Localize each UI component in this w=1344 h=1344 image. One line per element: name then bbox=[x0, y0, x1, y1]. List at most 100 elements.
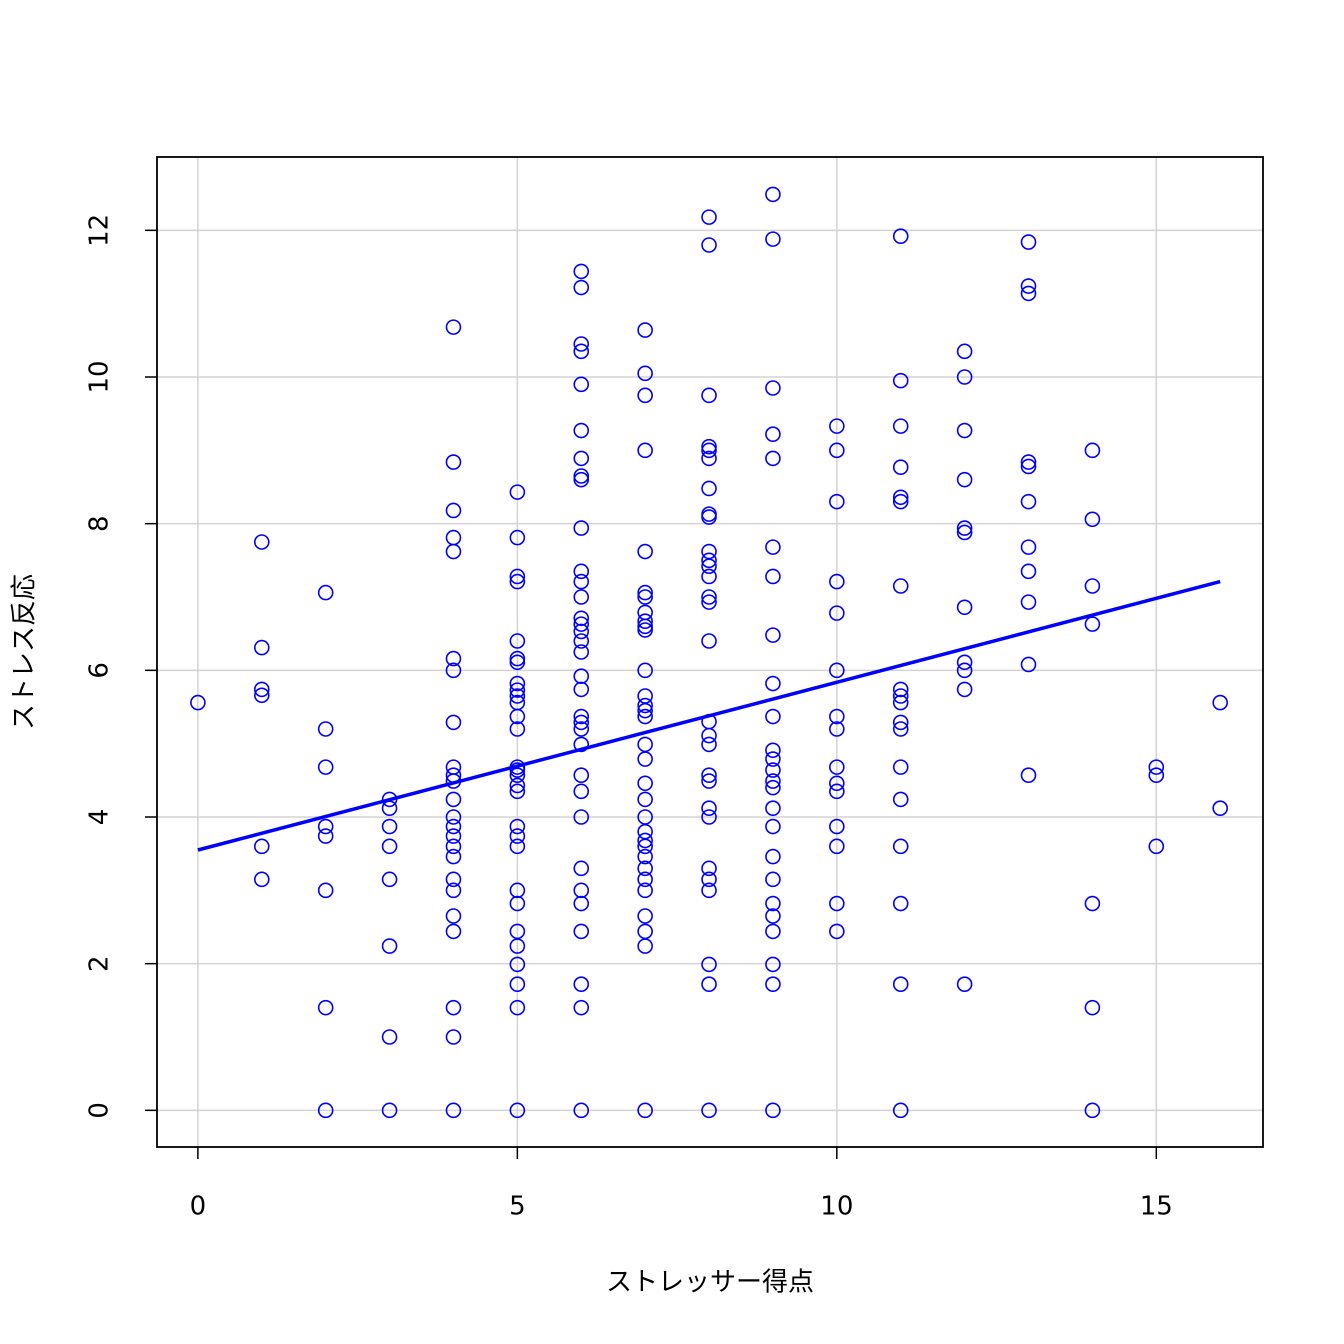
point bbox=[765, 871, 781, 888]
point bbox=[765, 956, 781, 973]
point bbox=[892, 721, 909, 737]
point bbox=[573, 468, 590, 484]
point bbox=[445, 818, 462, 835]
point bbox=[573, 450, 590, 467]
point bbox=[701, 558, 717, 575]
point bbox=[829, 783, 845, 800]
point bbox=[445, 871, 462, 888]
point bbox=[829, 838, 845, 855]
point bbox=[509, 956, 526, 973]
y-tick-label: 4 bbox=[85, 809, 115, 826]
point bbox=[765, 380, 781, 396]
point bbox=[445, 882, 462, 899]
point bbox=[637, 662, 653, 679]
point bbox=[765, 627, 781, 643]
point bbox=[956, 520, 973, 536]
point bbox=[701, 589, 717, 605]
x-tick-label: 0 bbox=[190, 1192, 207, 1222]
point bbox=[701, 882, 717, 899]
point bbox=[637, 882, 653, 899]
point bbox=[701, 736, 717, 753]
point bbox=[637, 848, 653, 865]
point bbox=[445, 923, 462, 940]
point bbox=[445, 848, 462, 865]
point bbox=[956, 976, 973, 993]
point bbox=[892, 759, 909, 775]
point bbox=[509, 777, 526, 794]
point bbox=[509, 818, 526, 835]
x-tick-label: 10 bbox=[820, 1192, 853, 1222]
point bbox=[701, 450, 717, 467]
point bbox=[573, 633, 590, 649]
point bbox=[253, 687, 270, 704]
point bbox=[1084, 616, 1101, 632]
point bbox=[701, 438, 717, 455]
point bbox=[701, 237, 717, 253]
point bbox=[765, 708, 781, 725]
point bbox=[573, 923, 590, 940]
point bbox=[829, 605, 845, 621]
point bbox=[701, 727, 717, 744]
point bbox=[445, 838, 462, 855]
point bbox=[829, 721, 845, 737]
point bbox=[1020, 767, 1037, 784]
point bbox=[1148, 767, 1165, 784]
point bbox=[1084, 578, 1101, 594]
y-tick-label: 12 bbox=[85, 214, 115, 247]
point bbox=[573, 589, 590, 605]
point bbox=[445, 809, 462, 825]
point bbox=[892, 976, 909, 993]
point bbox=[509, 484, 526, 500]
point bbox=[829, 662, 845, 679]
point bbox=[637, 618, 653, 635]
point bbox=[829, 818, 845, 835]
point bbox=[1148, 838, 1165, 855]
point bbox=[1020, 458, 1037, 475]
point bbox=[892, 459, 909, 476]
point bbox=[317, 818, 334, 835]
point bbox=[956, 471, 973, 488]
point bbox=[573, 681, 590, 698]
point bbox=[509, 682, 526, 698]
point bbox=[637, 791, 653, 808]
point bbox=[765, 779, 781, 796]
point bbox=[1148, 759, 1165, 775]
point bbox=[892, 694, 909, 711]
point bbox=[637, 589, 653, 605]
point bbox=[573, 999, 590, 1016]
point bbox=[253, 838, 270, 855]
point bbox=[765, 773, 781, 789]
point bbox=[892, 681, 909, 698]
point bbox=[445, 1029, 462, 1045]
y-tick-label: 2 bbox=[85, 955, 115, 972]
y-tick-label: 6 bbox=[85, 662, 115, 679]
point bbox=[509, 783, 526, 800]
point bbox=[956, 681, 973, 698]
point bbox=[445, 650, 462, 667]
point bbox=[509, 529, 526, 546]
point bbox=[765, 895, 781, 912]
point bbox=[509, 767, 526, 784]
point bbox=[892, 578, 909, 594]
y-tick-label: 8 bbox=[85, 515, 115, 532]
point bbox=[701, 800, 717, 817]
point bbox=[445, 502, 462, 519]
point bbox=[509, 573, 526, 590]
point bbox=[701, 860, 717, 877]
point bbox=[637, 387, 653, 404]
point bbox=[637, 622, 653, 638]
point bbox=[701, 552, 717, 569]
point bbox=[1020, 594, 1037, 610]
point bbox=[1084, 511, 1101, 528]
point bbox=[445, 791, 462, 808]
point bbox=[317, 584, 334, 601]
point bbox=[701, 767, 717, 784]
point bbox=[765, 568, 781, 585]
point bbox=[253, 681, 270, 698]
point bbox=[1084, 1102, 1101, 1119]
point bbox=[765, 923, 781, 940]
point bbox=[956, 654, 973, 671]
point bbox=[190, 694, 206, 711]
point bbox=[701, 976, 717, 993]
y-tick-label: 10 bbox=[85, 360, 115, 393]
